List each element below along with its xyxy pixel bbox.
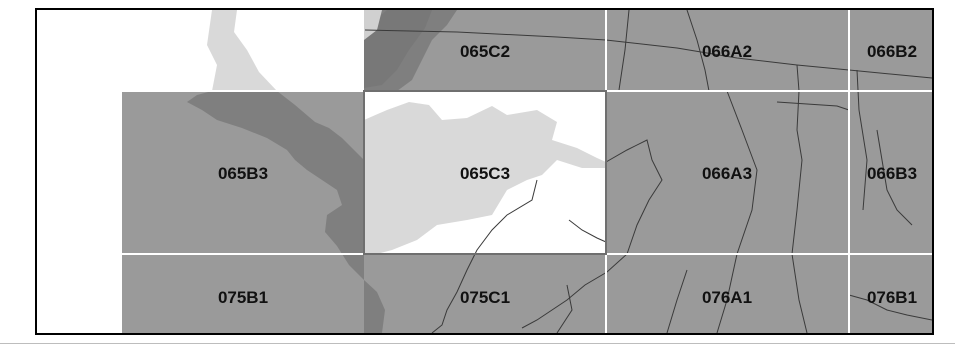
tile-label-065C3[interactable]: 065C3 bbox=[460, 164, 510, 183]
tile-label-076A1[interactable]: 076A1 bbox=[702, 288, 752, 307]
map-canvas[interactable]: 065C2 066A2 066B2 065B3 065C3 066A3 066B… bbox=[37, 10, 932, 333]
tile-066A2-fill[interactable] bbox=[606, 10, 849, 91]
tile-label-065C2[interactable]: 065C2 bbox=[460, 42, 510, 61]
tile-label-065B3[interactable]: 065B3 bbox=[218, 164, 268, 183]
tile-076B1-fill[interactable] bbox=[849, 254, 932, 333]
tile-label-066A3[interactable]: 066A3 bbox=[702, 164, 752, 183]
tile-075B1-fill[interactable] bbox=[122, 254, 364, 333]
selected-tile-outline bbox=[363, 90, 607, 255]
map-frame: 065C2 066A2 066B2 065B3 065C3 066A3 066B… bbox=[35, 8, 934, 335]
tile-label-066B3[interactable]: 066B3 bbox=[867, 164, 917, 183]
bottom-divider bbox=[0, 343, 955, 344]
tile-066A3-fill[interactable] bbox=[606, 91, 849, 254]
tile-label-066A2[interactable]: 066A2 bbox=[702, 42, 752, 61]
tile-076A1-fill[interactable] bbox=[606, 254, 849, 333]
tile-labels: 065C2 066A2 066B2 065B3 065C3 066A3 066B… bbox=[218, 42, 917, 307]
tile-label-076B1[interactable]: 076B1 bbox=[867, 288, 917, 307]
tile-label-066B2[interactable]: 066B2 bbox=[867, 42, 917, 61]
tile-label-075B1[interactable]: 075B1 bbox=[218, 288, 268, 307]
tile-066B2-fill[interactable] bbox=[849, 10, 932, 91]
tile-066B3-fill[interactable] bbox=[849, 91, 932, 254]
tile-label-075C1[interactable]: 075C1 bbox=[460, 288, 510, 307]
